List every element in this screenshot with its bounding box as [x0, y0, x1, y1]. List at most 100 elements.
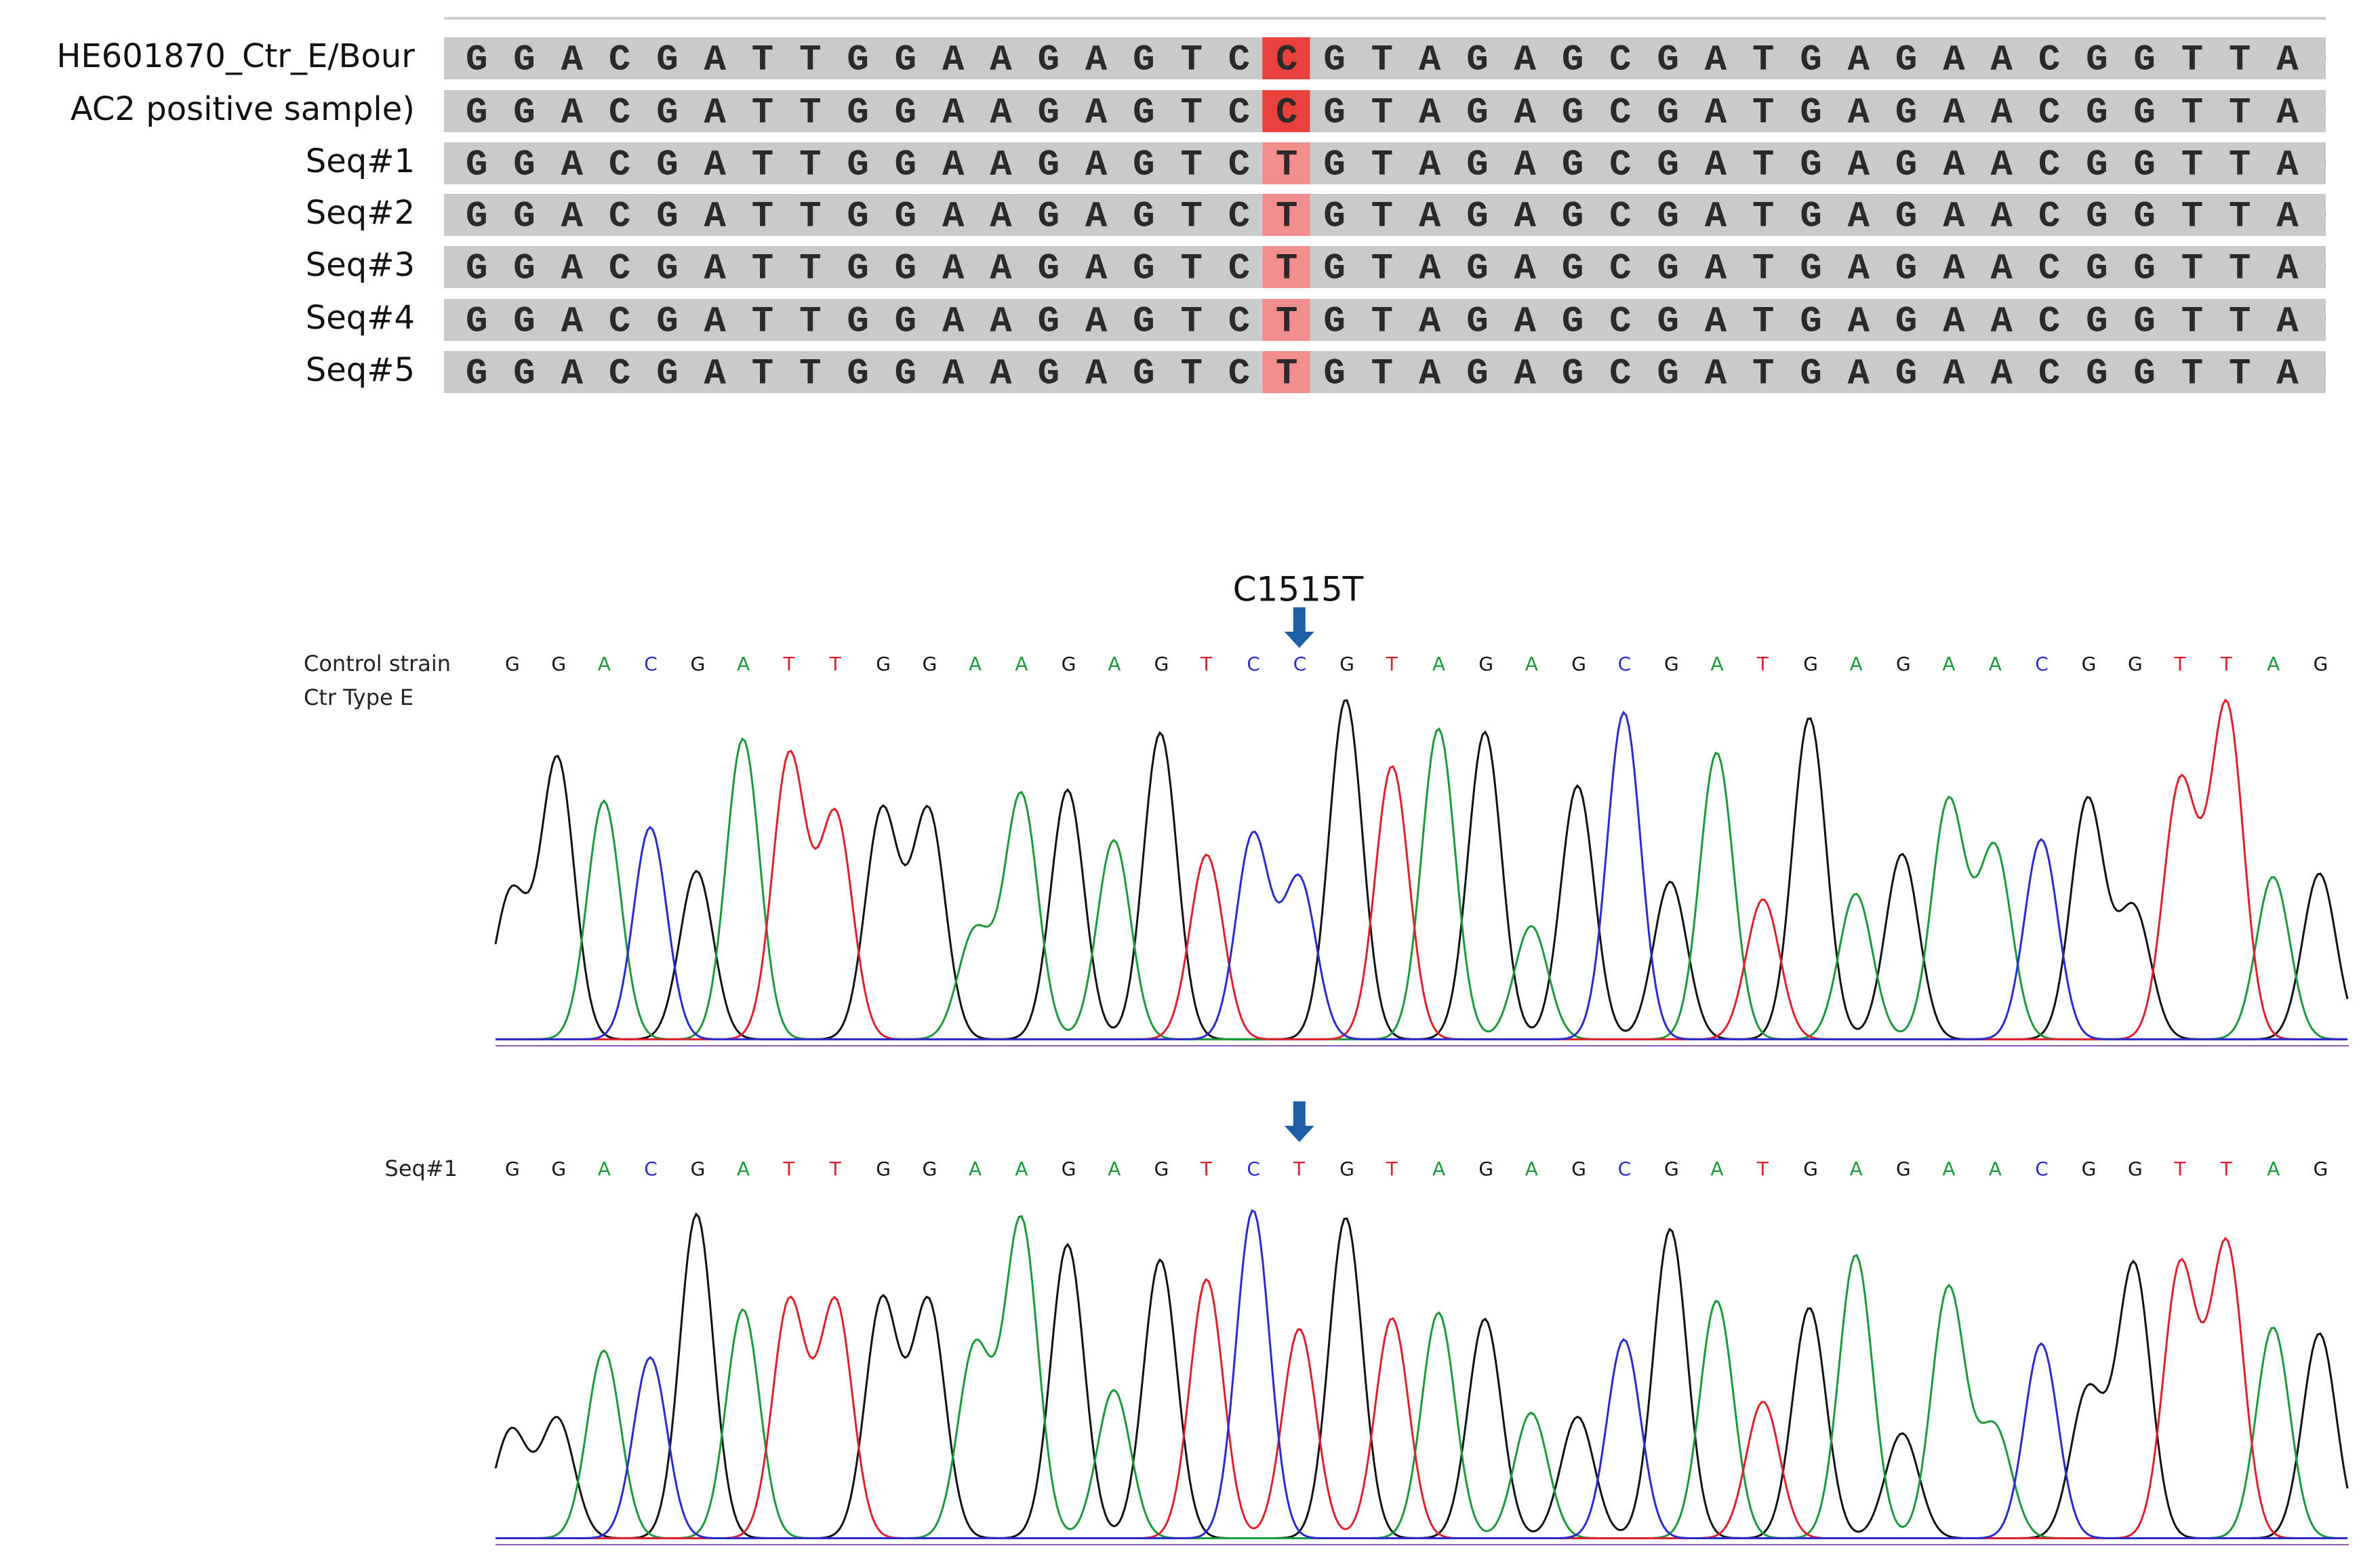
base-call: G: [2128, 1158, 2143, 1180]
base-call: G: [2082, 653, 2097, 675]
base-call: G: [551, 1158, 566, 1180]
base-call: G: [876, 653, 891, 675]
base-call: A: [2267, 1158, 2280, 1180]
base-call: A: [1989, 1158, 2002, 1180]
base-call: C: [2035, 653, 2049, 675]
base-call: A: [1108, 1158, 1121, 1180]
base-call: A: [737, 1158, 750, 1180]
trace-label: Ctr Type E: [304, 685, 414, 710]
base-call: A: [1015, 653, 1028, 675]
sequence-band: [444, 246, 2326, 288]
row-label: Seq#2: [306, 194, 415, 232]
base-call: G: [551, 653, 566, 675]
base-call: G: [1803, 1158, 1818, 1180]
base-call: G: [2314, 1158, 2328, 1180]
base-call: G: [2082, 1158, 2097, 1180]
base-call: A: [969, 1158, 982, 1180]
sequence-band: [444, 37, 2326, 79]
base-call: A: [1989, 653, 2002, 675]
base-call: T: [782, 1158, 795, 1180]
base-call: G: [1664, 653, 1679, 675]
row-label: Seq#5: [306, 351, 415, 389]
row-label: Seq#3: [306, 246, 415, 284]
base-call: G: [505, 653, 520, 675]
base-call: G: [1478, 653, 1493, 675]
base-call: T: [829, 1158, 842, 1180]
base-call: G: [1062, 1158, 1076, 1180]
trace: [496, 698, 2347, 1040]
base-call: A: [1850, 1158, 1863, 1180]
base-call: G: [691, 653, 706, 675]
row-label: HE601870_Ctr_E/Bour: [56, 37, 415, 75]
variant-highlight: [1262, 142, 1310, 184]
base-call: T: [1200, 653, 1213, 675]
base-call: G: [1154, 1158, 1169, 1180]
sequence-band: [444, 351, 2326, 393]
base-call: T: [2220, 653, 2233, 675]
base-call: C: [644, 1158, 658, 1180]
variant-highlight: [1262, 299, 1310, 341]
variant-highlight: [1262, 90, 1310, 132]
variant-highlight: [1262, 37, 1310, 79]
base-call: T: [1756, 653, 1769, 675]
base-call: G: [1896, 1158, 1911, 1180]
arrow: [1284, 607, 1314, 648]
base-call: T: [2220, 1158, 2233, 1180]
base-call: C: [1618, 1158, 1632, 1180]
base-call: G: [876, 1158, 891, 1180]
base-call: G: [1571, 653, 1586, 675]
base-call: G: [2128, 653, 2143, 675]
mutation-annotation: C1515T: [1233, 570, 1364, 609]
base-call: A: [598, 653, 611, 675]
sequence-band: [444, 142, 2326, 184]
row-label: Seq#4: [306, 299, 415, 337]
base-call: C: [2035, 1158, 2049, 1180]
base-call: T: [2173, 1158, 2186, 1180]
base-call: A: [1942, 653, 1955, 675]
trace-label: Seq#1: [385, 1156, 458, 1181]
trace: [496, 1209, 2347, 1539]
base-call: G: [1664, 1158, 1679, 1180]
base-call: G: [923, 653, 937, 675]
trace: [496, 710, 2347, 1040]
base-call: A: [1942, 1158, 1955, 1180]
base-call: A: [1432, 1158, 1445, 1180]
base-call: C: [1247, 1158, 1260, 1180]
variant-highlight: [1262, 194, 1310, 236]
base-call: G: [1803, 653, 1818, 675]
base-call: G: [691, 1158, 706, 1180]
trace: [496, 1236, 2347, 1539]
base-call: T: [829, 653, 842, 675]
base-call: A: [1525, 1158, 1538, 1180]
base-call: T: [782, 653, 795, 675]
base-call: C: [644, 653, 658, 675]
base-call: A: [737, 653, 750, 675]
base-call: A: [1710, 653, 1723, 675]
base-call: G: [1154, 653, 1169, 675]
base-call: A: [1108, 653, 1121, 675]
base-call: A: [1525, 653, 1538, 675]
base-call: A: [1710, 1158, 1723, 1180]
base-call: G: [505, 1158, 520, 1180]
base-call: A: [1850, 653, 1863, 675]
base-call: A: [1015, 1158, 1028, 1180]
base-call: G: [1339, 1158, 1354, 1180]
base-call: G: [1571, 1158, 1586, 1180]
base-call: T: [1293, 1158, 1306, 1180]
base-call: T: [1386, 1158, 1398, 1180]
row-label: Seq#1: [306, 142, 415, 180]
base-call: T: [1386, 653, 1398, 675]
base-call: A: [1432, 653, 1445, 675]
base-call: G: [1896, 653, 1911, 675]
sequence-band: [444, 194, 2326, 236]
base-call: T: [2173, 653, 2186, 675]
base-call: T: [1756, 1158, 1769, 1180]
base-call: C: [1293, 653, 1307, 675]
base-call: A: [969, 653, 982, 675]
base-call: G: [1062, 653, 1076, 675]
base-call: G: [2314, 653, 2328, 675]
base-call: T: [1200, 1158, 1213, 1180]
base-call: C: [1618, 653, 1632, 675]
